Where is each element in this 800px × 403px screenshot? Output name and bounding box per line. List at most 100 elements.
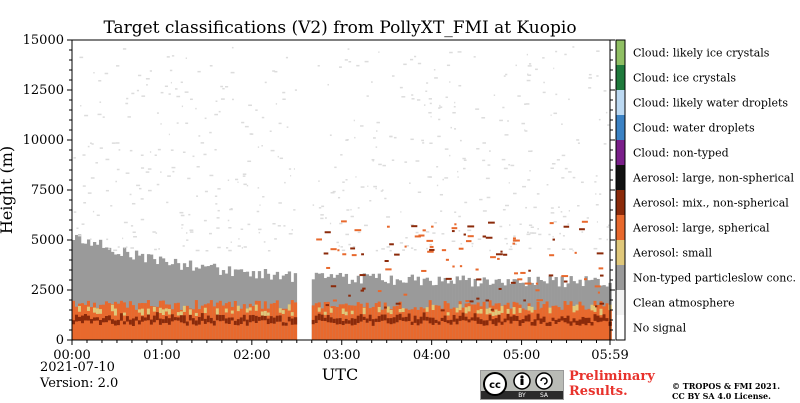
clean-atmosphere-speck <box>354 136 356 139</box>
clean-atmosphere-speck <box>568 98 570 101</box>
clean-atmosphere-speck <box>450 126 452 129</box>
aerosol-speck <box>498 287 502 290</box>
clean-atmosphere-speck <box>87 145 90 148</box>
clean-atmosphere-speck <box>327 83 329 86</box>
aerosol-speck <box>350 247 356 250</box>
aerosol-speck <box>330 285 337 288</box>
aerosol-speck <box>463 233 466 236</box>
layer-cell-mix-non-spherical <box>404 316 408 322</box>
clean-atmosphere-speck <box>596 50 600 52</box>
clean-atmosphere-speck <box>166 56 170 58</box>
clean-atmosphere-speck <box>214 113 218 116</box>
layer-cell-mix-non-spherical <box>167 318 172 325</box>
layer-cell-non-typed <box>140 253 145 340</box>
layer-cell-small <box>476 310 480 314</box>
layer-cell-mix-non-spherical <box>602 314 606 321</box>
clean-atmosphere-speck <box>364 224 368 227</box>
clean-atmosphere-speck <box>426 247 428 250</box>
aerosol-speck <box>596 252 604 255</box>
clean-atmosphere-speck <box>512 192 517 195</box>
clean-atmosphere-speck <box>283 225 286 227</box>
clean-atmosphere-speck <box>458 230 461 232</box>
clean-atmosphere-speck <box>501 158 506 161</box>
clean-atmosphere-speck <box>209 65 213 67</box>
clean-atmosphere-speck <box>87 192 92 194</box>
layer-cell-mix-non-spherical <box>506 313 510 321</box>
layer-cell-non-typed <box>104 247 109 340</box>
clean-atmosphere-speck <box>371 158 375 161</box>
clean-atmosphere-speck <box>329 222 332 225</box>
layer-cell-large-spherical <box>506 302 510 340</box>
clean-atmosphere-speck <box>247 223 251 226</box>
layer-cell-large-spherical <box>461 307 465 340</box>
layer-cell-small <box>287 304 292 311</box>
aerosol-speck <box>418 234 425 237</box>
layer-cell-mix-non-spherical <box>104 316 109 323</box>
aerosol-speck <box>524 282 532 285</box>
layer-cell-non-typed <box>83 243 88 340</box>
layer-cell-large-spherical <box>263 301 268 340</box>
aerosol-speck <box>330 248 337 251</box>
layer-cell-small <box>137 309 142 313</box>
aerosol-speck <box>445 258 449 261</box>
layer-cell-mix-non-spherical <box>164 316 169 323</box>
clean-atmosphere-speck <box>528 224 533 226</box>
layer-cell-mix-non-spherical <box>110 319 115 324</box>
layer-cell-mix-non-spherical <box>203 318 208 324</box>
layer-cell-non-typed <box>221 270 226 340</box>
clean-atmosphere-speck <box>607 124 610 126</box>
aerosol-speck <box>465 240 472 243</box>
layer-cell-mix-non-spherical <box>509 316 513 324</box>
clean-atmosphere-speck <box>440 210 443 212</box>
clean-atmosphere-speck <box>185 57 187 59</box>
clean-atmosphere-speck <box>409 58 414 61</box>
clean-atmosphere-speck <box>482 210 487 212</box>
clean-atmosphere-speck <box>439 193 444 196</box>
legend-swatch <box>616 215 625 240</box>
x-tick-label: 02:00 <box>233 348 270 363</box>
layer-cell-large-spherical <box>413 307 417 340</box>
layer-cell-non-typed <box>143 262 148 340</box>
layer-cell-small <box>98 309 103 314</box>
clean-atmosphere-speck <box>115 180 118 183</box>
clean-atmosphere-speck <box>606 226 609 228</box>
layer-cell-mix-non-spherical <box>122 321 127 325</box>
layer-cell-large-spherical <box>92 302 97 340</box>
clean-atmosphere-speck <box>527 231 529 234</box>
layer-cell-mix-non-spherical <box>269 316 274 324</box>
clean-atmosphere-speck <box>167 175 171 177</box>
clean-atmosphere-speck <box>148 189 152 192</box>
clean-atmosphere-speck <box>291 229 294 231</box>
layer-cell-large-spherical <box>332 306 337 340</box>
clean-atmosphere-speck <box>184 91 189 93</box>
layer-cell-mix-non-spherical <box>209 317 214 324</box>
clean-atmosphere-speck <box>288 168 292 170</box>
clean-atmosphere-speck <box>477 238 482 240</box>
clean-atmosphere-speck <box>190 98 193 101</box>
layer-cell-mix-non-spherical <box>605 318 609 322</box>
layer-cell-non-typed <box>152 259 157 340</box>
clean-atmosphere-speck <box>231 46 234 49</box>
layer-cell-mix-non-spherical <box>152 315 157 323</box>
layer-cell-mix-non-spherical <box>80 315 85 324</box>
layer-cell-large-spherical <box>389 309 394 340</box>
clean-atmosphere-speck <box>505 73 508 76</box>
layer-cell-large-spherical <box>521 308 525 340</box>
layer-cell-mix-non-spherical <box>380 314 385 321</box>
clean-atmosphere-speck <box>293 209 296 211</box>
clean-atmosphere-speck <box>525 206 528 209</box>
clean-atmosphere-speck <box>415 231 419 234</box>
layer-cell-large-spherical <box>359 303 364 340</box>
clean-atmosphere-speck <box>436 165 439 168</box>
layer-cell-small <box>401 308 405 313</box>
layer-cell-small <box>164 308 169 312</box>
layer-cell-small <box>425 307 429 312</box>
clean-atmosphere-speck <box>195 107 197 110</box>
layer-cell-small <box>236 305 241 312</box>
clean-atmosphere-speck <box>562 215 567 218</box>
layer-cell-small <box>350 310 355 315</box>
clean-atmosphere-speck <box>169 69 173 72</box>
clean-atmosphere-speck <box>471 242 474 245</box>
layer-cell-mix-non-spherical <box>170 314 175 322</box>
clean-atmosphere-speck <box>502 106 505 109</box>
